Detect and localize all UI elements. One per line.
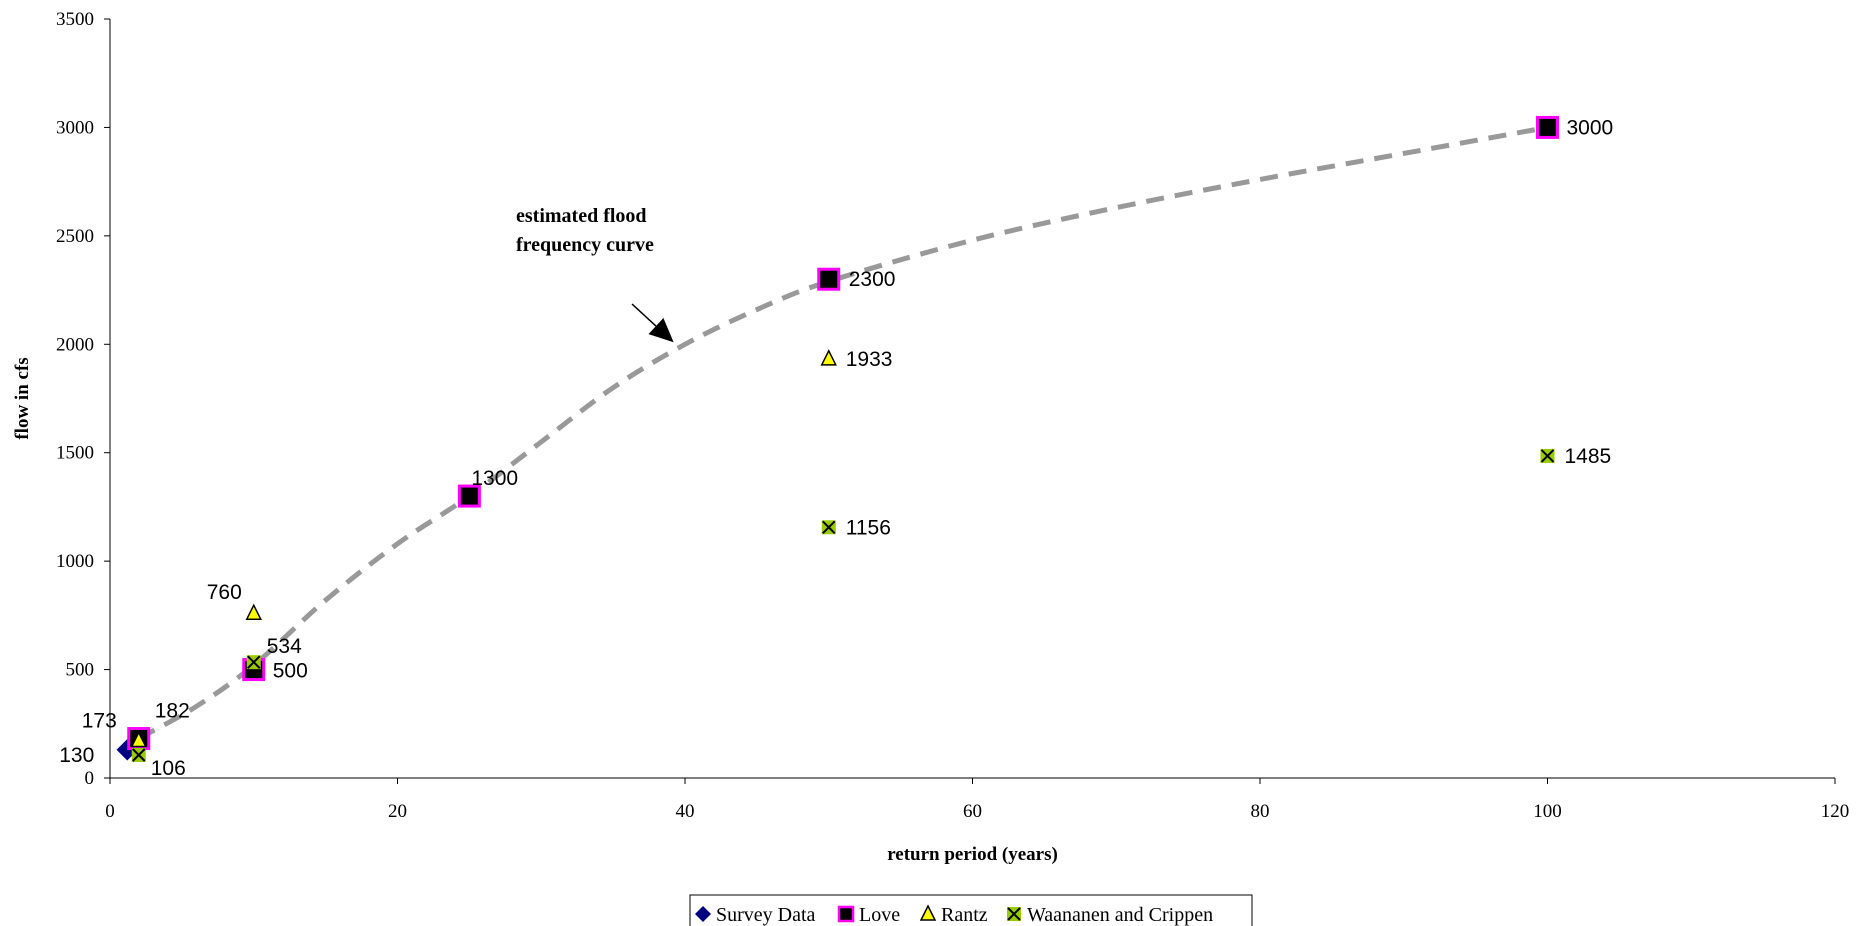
x-tick-label: 20	[388, 801, 407, 822]
annotation-line-1: estimated flood	[516, 205, 647, 227]
x-tick-label: 100	[1533, 801, 1562, 822]
marker-cross	[247, 655, 261, 669]
y-tick-label: 2500	[56, 226, 94, 247]
rantz-data-label: 1933	[846, 348, 893, 371]
rantz-point	[245, 603, 262, 620]
y-tick-label: 3000	[56, 117, 94, 138]
estimated-flood-frequency-curve	[137, 124, 1548, 741]
love-point	[817, 267, 841, 291]
love-data-label: 3000	[1567, 116, 1614, 139]
marker-cross	[822, 520, 836, 535]
y-tick-label: 2000	[56, 334, 94, 355]
love-point	[1536, 115, 1559, 139]
waananen-and-crippen-point	[246, 655, 261, 670]
legend-marker-survey-data	[695, 906, 711, 922]
y-tick-label: 3500	[56, 9, 94, 30]
legend-box	[689, 894, 1253, 926]
y-axis-title: flow in cfs	[12, 357, 33, 439]
rantz-data-label: 760	[207, 581, 242, 604]
marker-cross	[132, 748, 146, 762]
data-points-layer	[116, 115, 1559, 763]
annotation-layer: estimated flood frequency curve	[516, 205, 674, 343]
annotation-arrow-head	[648, 317, 674, 343]
legend: Survey Data Love Rantz Waananen and Crippen	[689, 894, 1253, 926]
waananen-and-crippen-data-label: 106	[151, 757, 186, 780]
estimated-curve-layer	[137, 124, 1548, 741]
waananen-and-crippen-point	[821, 520, 836, 535]
marker-cross	[1007, 907, 1021, 921]
data-labels-layer: 130 182 500 1300 2300 3000 173 760 1933 106 534 115…	[59, 116, 1613, 780]
x-tick-label: 80	[1251, 801, 1270, 822]
annotation-arrow-shaft	[631, 303, 657, 327]
legend-label-survey-data: Survey Data	[716, 904, 816, 926]
x-tick-label: 40	[676, 801, 695, 822]
legend-label-rantz: Rantz	[941, 904, 988, 926]
legend-marker-rantz	[919, 904, 937, 921]
x-tick-label: 0	[105, 801, 115, 822]
y-tick-label: 1500	[56, 443, 94, 464]
survey-data-data-label: 130	[59, 744, 94, 767]
legend-label-waananen-and-crippen: Waananen and Crippen	[1027, 904, 1213, 926]
marker-cross	[1540, 449, 1555, 463]
waananen-and-crippen-data-label: 1485	[1565, 445, 1612, 468]
legend-marker-love	[837, 905, 855, 923]
x-tick-label: 120	[1821, 801, 1850, 822]
love-data-label: 182	[155, 700, 190, 723]
axes: 0 500 1000 1500 2000 2500 3000 3500 0 20 40 60 80 100…	[12, 9, 1849, 865]
rantz-data-label: 173	[82, 709, 117, 732]
y-tick-label: 1000	[56, 551, 94, 572]
y-tick-label: 500	[66, 660, 95, 681]
rantz-point	[820, 349, 837, 366]
love-data-label: 2300	[849, 268, 896, 291]
love-point	[457, 484, 481, 508]
annotation-line-2: frequency curve	[516, 234, 654, 256]
waananen-and-crippen-point	[131, 748, 146, 763]
x-tick-label: 60	[963, 801, 982, 822]
y-tick-label: 0	[85, 768, 95, 789]
legend-label-love: Love	[859, 904, 900, 926]
waananen-and-crippen-point	[1540, 448, 1555, 463]
x-axis-title: return period (years)	[887, 844, 1058, 865]
legend-marker-waananen-and-crippen	[1007, 907, 1021, 921]
waananen-and-crippen-data-label: 1156	[846, 516, 891, 539]
waananen-and-crippen-data-label: 534	[267, 635, 302, 658]
rantz-point	[130, 730, 147, 748]
love-data-label: 1300	[471, 467, 518, 490]
love-data-label: 500	[273, 660, 308, 683]
